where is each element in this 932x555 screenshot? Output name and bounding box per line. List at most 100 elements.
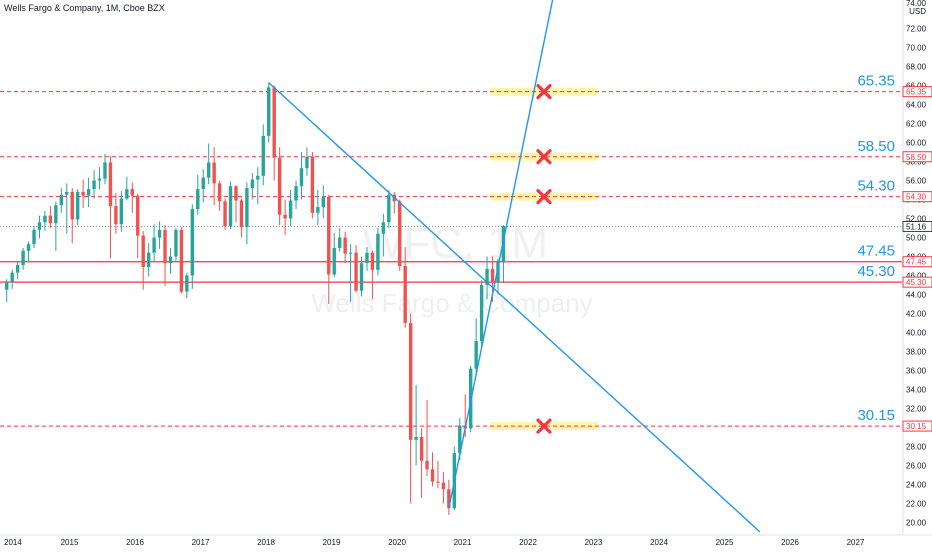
candle-body-2014-04[interactable] [21,250,25,266]
candle-body-2014-06[interactable] [32,229,36,245]
candle-body-2014-05[interactable] [26,244,31,251]
candle-body-2015-11[interactable] [125,189,129,199]
candle-body-2016-02[interactable] [141,235,145,267]
candle-body-2019-02[interactable] [337,237,342,248]
candle-body-2014-10[interactable] [54,205,58,224]
candle-body-2015-09[interactable] [114,206,118,225]
candle-body-2020-10[interactable] [447,489,451,509]
candle-body-2015-12[interactable] [130,189,134,196]
top-price-label: 74.00 [905,0,926,8]
price-badge-65.35 [902,86,932,98]
level-annotation-47.45: 47.45 [857,243,895,260]
candle-body-2016-10[interactable] [185,275,189,292]
candle-body-2016-04[interactable] [152,237,156,253]
candle-body-2020-07[interactable] [430,469,435,482]
candle-body-2021-03[interactable] [474,341,478,369]
candle-body-2016-06[interactable] [163,229,167,264]
candle-body-2014-12[interactable] [65,191,69,195]
candle-body-2015-06[interactable] [97,178,102,181]
trendline-ascending[interactable] [448,0,554,509]
candle-body-2017-09[interactable] [245,188,249,228]
price-tick-label: 28.00 [906,443,927,452]
candle-body-2017-03[interactable] [212,162,216,184]
price-tick-label: 50.00 [906,234,927,243]
candle-body-2016-12[interactable] [196,189,200,209]
candle-body-2015-05[interactable] [92,180,96,190]
price-badge-text-45.30: 45.30 [906,278,927,287]
candle-body-2017-04[interactable] [217,183,222,202]
candle-body-2019-03[interactable] [343,237,347,254]
candle-body-2019-01[interactable] [332,247,336,275]
candle-body-2020-08[interactable] [436,481,440,483]
candle-body-2015-10[interactable] [119,198,124,225]
candle-body-2018-01[interactable] [267,87,271,136]
candle-body-2017-07[interactable] [234,186,238,201]
candle-body-2016-08[interactable] [174,229,178,257]
candle-body-2014-01[interactable] [5,282,9,290]
candle-body-2021-06[interactable] [490,268,495,283]
candle-body-2019-05[interactable] [354,252,358,291]
candle-body-2016-01[interactable] [136,195,140,236]
candle-body-2021-05[interactable] [485,268,489,285]
candle-body-2015-04[interactable] [86,189,91,196]
price-tick-label: 42.00 [906,310,927,319]
candle-body-2018-09[interactable] [310,156,315,213]
candle-body-2014-11[interactable] [59,194,64,206]
candle-body-2020-09[interactable] [441,482,446,490]
candle-body-2019-10[interactable] [381,222,386,234]
candle-body-2015-08[interactable] [108,162,113,207]
candle-body-2014-02[interactable] [10,272,14,283]
candle-body-2017-02[interactable] [206,162,211,178]
candle-body-2017-06[interactable] [228,186,233,227]
candle-body-2015-03[interactable] [81,191,85,196]
candle-body-2016-05[interactable] [157,229,162,238]
candle-body-2017-08[interactable] [239,200,244,228]
candle-body-2015-01[interactable] [70,191,74,220]
candle-body-2020-01[interactable] [398,201,402,266]
candle-body-2017-05[interactable] [223,201,227,227]
candle-body-2021-04[interactable] [479,285,484,342]
candle-body-2019-08[interactable] [370,252,375,270]
candle-body-2018-07[interactable] [299,168,304,187]
price-tick-label: 40.00 [906,329,927,338]
candle-body-2015-02[interactable] [75,191,80,220]
candle-body-2019-07[interactable] [365,252,369,264]
candle-body-2018-05[interactable] [288,200,293,219]
candle-body-2020-04[interactable] [414,437,418,440]
candle-body-2020-03[interactable] [408,323,413,440]
candle-body-2018-02[interactable] [272,87,276,158]
candle-body-2017-11[interactable] [256,175,260,180]
candle-body-2020-02[interactable] [403,266,407,323]
candle-body-2020-05[interactable] [419,437,424,461]
candle-body-2020-06[interactable] [425,460,429,470]
candle-body-2019-11[interactable] [387,194,391,223]
candle-body-2016-11[interactable] [190,209,195,276]
candle-body-2017-10[interactable] [250,179,255,189]
candle-body-2019-06[interactable] [359,263,364,291]
candle-body-2018-12[interactable] [327,196,331,275]
candle-body-2014-07[interactable] [37,222,42,230]
candle-body-2014-03[interactable] [15,265,20,273]
candle-body-2014-09[interactable] [48,215,53,224]
candle-body-2020-12[interactable] [458,425,462,454]
candle-body-2017-12[interactable] [261,135,265,176]
candle-body-2018-06[interactable] [294,186,298,201]
candle-body-2017-01[interactable] [201,177,205,190]
candle-body-2016-09[interactable] [179,229,184,292]
candle-body-2018-10[interactable] [316,207,320,213]
trendline-descending[interactable] [268,82,761,533]
candle-body-2019-04[interactable] [348,252,353,254]
candle-body-2015-07[interactable] [103,162,107,179]
candle-body-2018-04[interactable] [283,214,287,219]
candle-body-2016-03[interactable] [146,252,151,267]
candle-body-2016-07[interactable] [168,256,173,264]
candle-body-2018-08[interactable] [305,156,309,169]
candle-body-2021-07[interactable] [496,262,500,283]
candle-body-2019-09[interactable] [376,233,380,270]
candle-body-2018-11[interactable] [321,196,326,208]
price-badge-30.15 [902,420,932,432]
candle-body-2018-03[interactable] [277,157,282,215]
candle-body-2014-08[interactable] [43,215,47,223]
